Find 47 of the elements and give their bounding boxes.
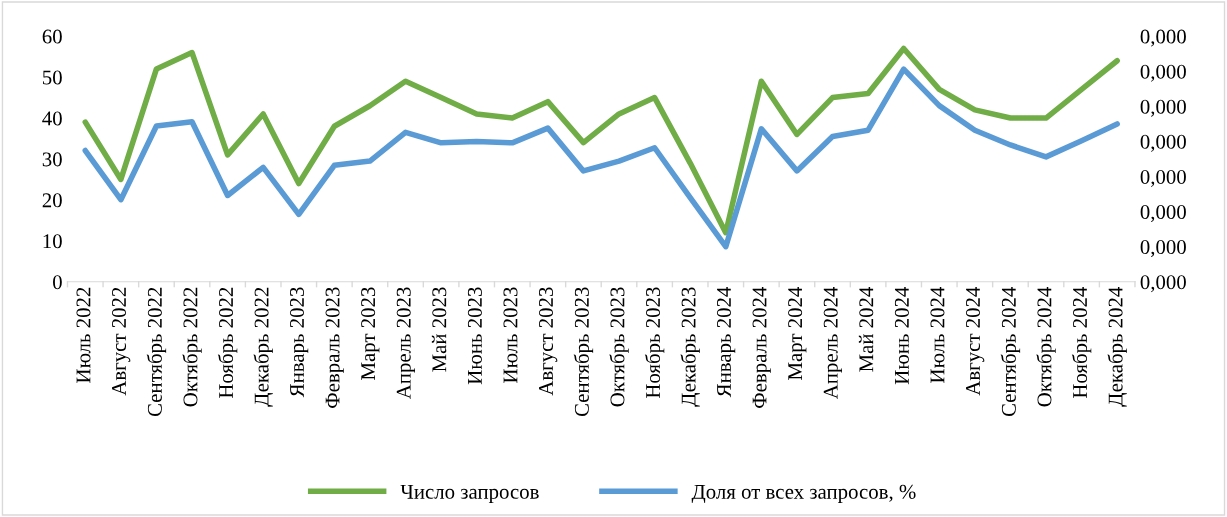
x-tick-label: Ноябрь 2023 [644,287,665,399]
y2-tick-label: 0,000 [1140,29,1186,47]
x-tick-label: Февраль 2024 [752,286,771,408]
x-tick-label: Июль 2024 [930,286,945,383]
x-tick-label: Ноябрь 2024 [1071,286,1092,399]
y2-tick-label: 0,000 [1140,169,1186,187]
y2-tick-label: 0,000 [1140,134,1186,152]
y-tick-label: 20 [42,193,62,208]
x-tick-label: Май 2024 [858,286,874,372]
y-tick-label: 50 [43,70,62,85]
y2-tick-label: 0,000 [1140,240,1186,258]
x-tick-label: Октябрь 2024 [1036,286,1056,407]
x-tick-label: Июнь 2023 [467,287,482,385]
x-tick-label: Август 2024 [965,286,985,396]
x-tick-label: Август 2023 [538,287,558,396]
x-tick-label: Сентябрь 2022 [146,287,167,417]
y-tick-label: 60 [42,29,62,44]
x-tick-label: Октябрь 2023 [609,287,629,407]
legend-label: Доля от всех запросов, % [691,484,916,504]
y2-tick-label: 0,000 [1140,99,1186,117]
y2-tick-label: 0,000 [1140,204,1186,223]
x-tick-label: Май 2023 [431,287,447,372]
x-tick-label: Декабрь 2022 [253,287,273,407]
x-tick-label: Июнь 2024 [894,286,909,385]
legend-label: Число запросов [400,484,539,504]
x-tick-label: Октябрь 2022 [182,287,202,407]
y-tick-label: 40 [42,111,62,126]
x-tick-label: Январь 2024 [716,286,736,398]
x-tick-label: Декабрь 2023 [680,287,700,407]
y2-tick-label: 0,000 [1140,275,1186,293]
x-tick-label: Июль 2023 [503,287,518,383]
x-tick-label: Июль 2022 [76,287,91,383]
x-tick-label: Сентябрь 2024 [1000,286,1021,417]
x-tick-label: Август 2022 [111,287,131,396]
y-tick-label: 30 [42,152,62,167]
x-tick-label: Январь 2023 [289,287,309,398]
y-tick-label: 0 [53,275,62,290]
x-tick-label: Март 2023 [361,287,380,380]
x-tick-label: Сентябрь 2023 [573,287,594,417]
y2-tick-label: 0,000 [1140,64,1186,82]
x-tick-label: Декабрь 2024 [1107,286,1127,407]
x-tick-label: Февраль 2023 [325,287,344,408]
x-tick-label: Апрель 2023 [396,287,415,400]
x-tick-label: Ноябрь 2022 [217,287,238,399]
x-tick-label: Март 2024 [788,286,807,380]
y-tick-label: 10 [43,234,62,249]
x-tick-label: Апрель 2024 [823,286,842,400]
